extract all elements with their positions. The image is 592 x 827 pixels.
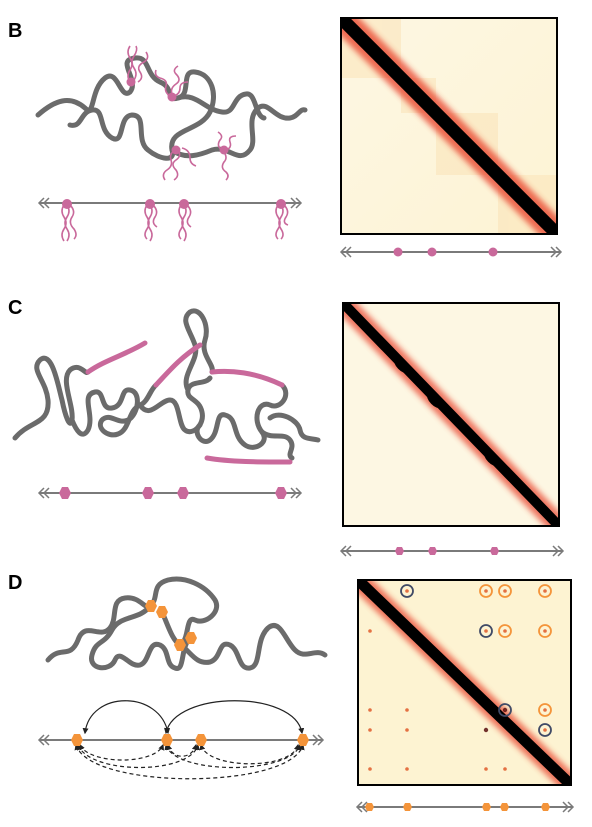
panel-c-extruded-segments [85,340,293,465]
panel-c-polymer [12,308,321,461]
panel-b-heatmap-axis [339,246,563,258]
panel-b-polymer-anchors [126,77,229,155]
panel-b-polymer [35,55,308,161]
panel-c-heatmap [343,303,559,526]
panel-label-b: B [8,20,23,42]
panel-label-c: C [8,297,23,319]
panel-d-dashed-arcs [74,743,305,780]
panel-b-heatmap-frame [340,17,558,235]
panel-c-axis [37,487,303,499]
panel-c-heatmap-axis [339,545,565,557]
panel-c-heatmap-frame [342,302,560,527]
panel-b-heatmap [341,18,557,234]
panel-d-polymer [45,576,328,671]
panel-b-axis [37,197,303,209]
panel-d-loop-arcs [82,700,305,735]
panel-b-axis-anchors [62,199,286,209]
panel-b-axis-tethers [61,204,289,242]
panel-d-heatmap [358,580,571,785]
panel-d-heatmap-frame [357,579,572,786]
panel-b-tethers [127,45,237,181]
panel-d-axis [37,734,325,746]
panel-d-heatmap-axis [355,801,575,813]
panel-d-polymer-anchors [145,600,197,651]
panel-label-d: D [8,572,23,594]
